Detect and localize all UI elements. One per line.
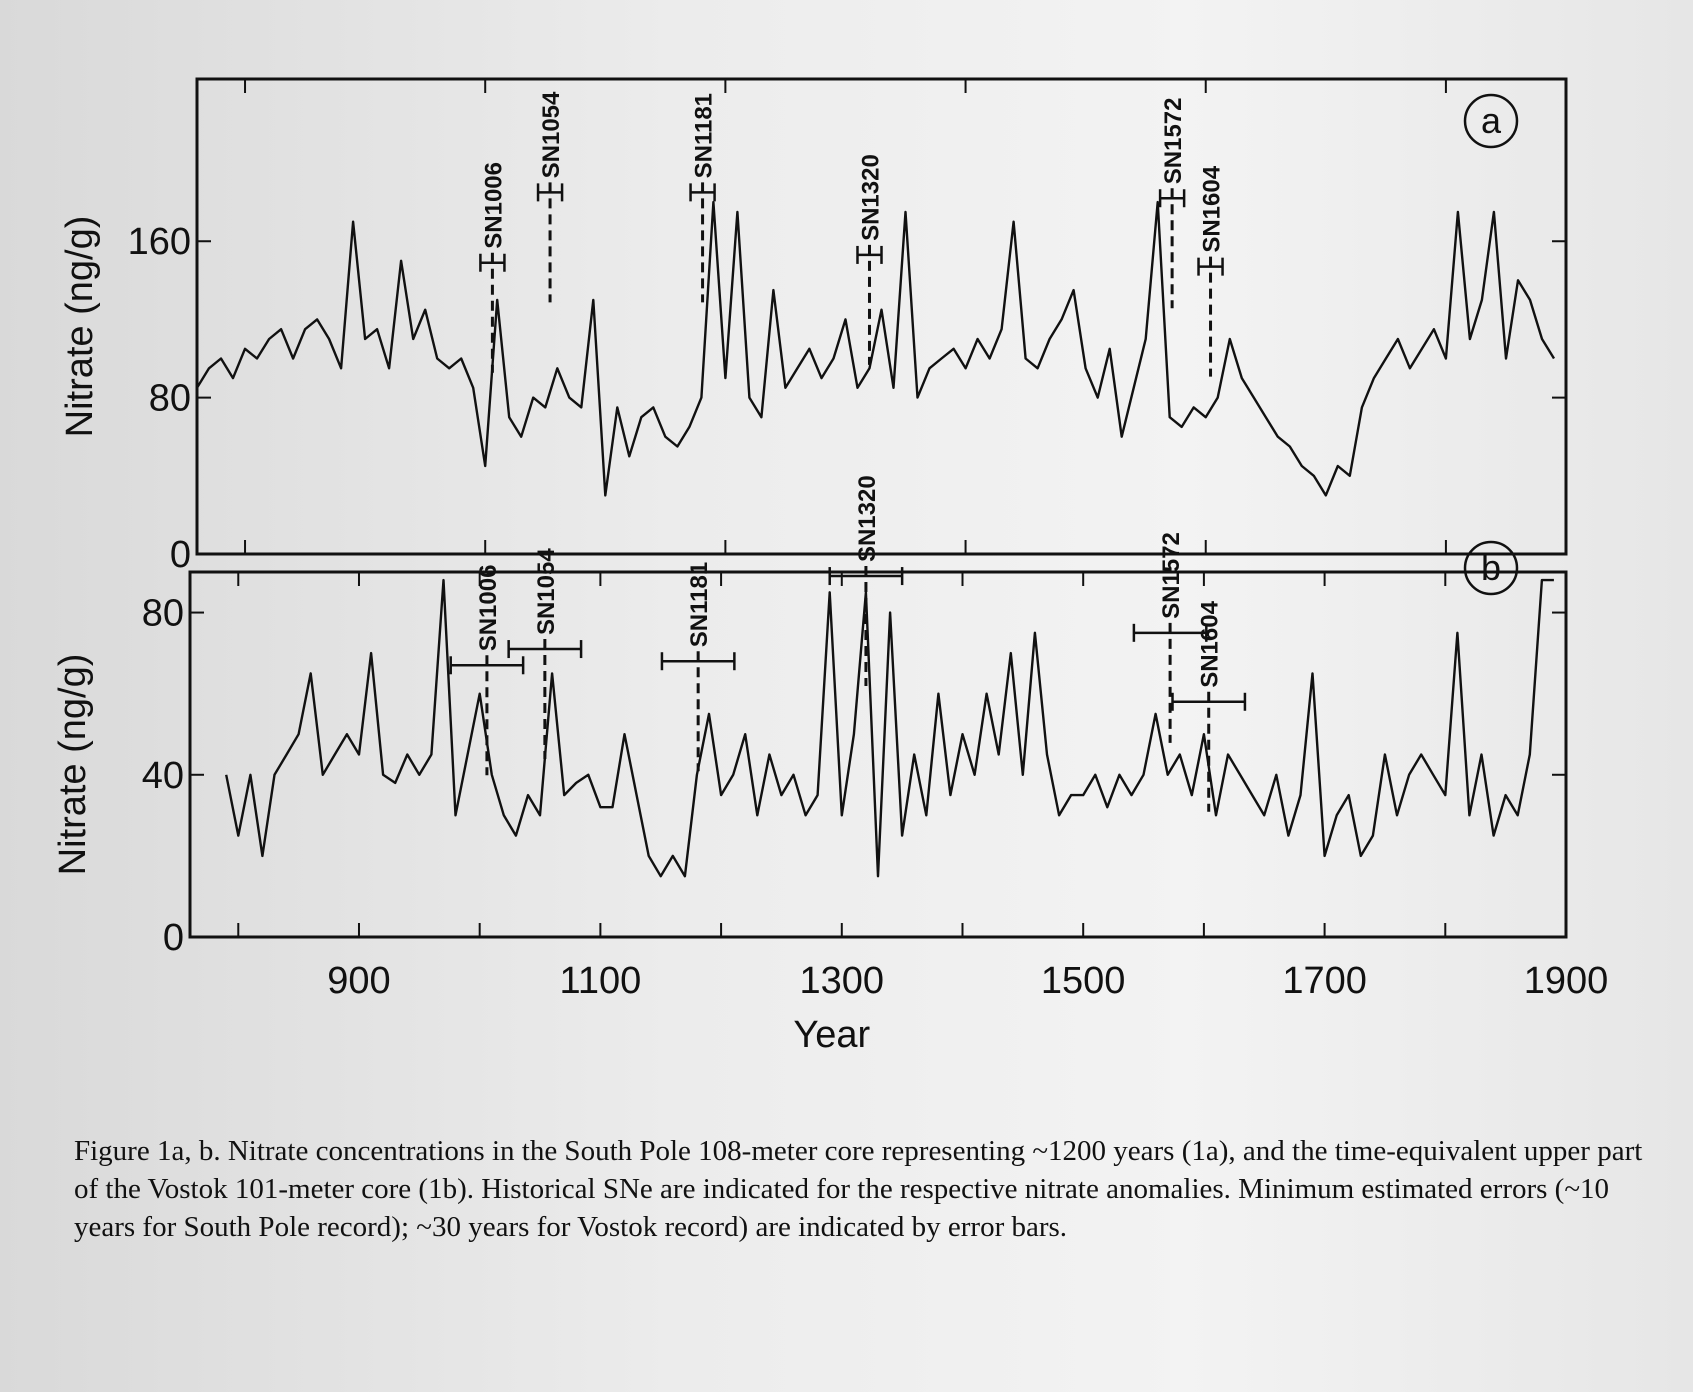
x-tick-label: 1700: [1282, 960, 1367, 1002]
sn-label: SN1181: [686, 562, 713, 647]
sn-marker: SN1181: [689, 93, 718, 303]
sn-marker: SN1006: [479, 162, 507, 373]
caption: Figure 1a, b. Nitrate concentrations in …: [74, 1135, 1643, 1243]
sn-marker: SN1320: [828, 475, 904, 687]
panel-circle: [1463, 93, 1519, 149]
x-axis-title: Year: [793, 1014, 870, 1056]
sn-marker: SN1054: [507, 548, 583, 760]
panel-circle: [1463, 540, 1519, 596]
plot-frame: [195, 77, 1568, 556]
y-tick-label: 0: [170, 534, 191, 576]
figure: 0 80 160 SN1006 SN1054 SN1181 SN1320 SN1572 SN16…: [52, 77, 1609, 1056]
x-tick-label: 1500: [1041, 960, 1126, 1002]
sn-marker: SN1572: [1132, 532, 1208, 743]
sn-marker: SN1054: [536, 91, 565, 303]
data-line: [195, 200, 1556, 497]
sn-label: SN1181: [691, 93, 718, 178]
sn-marker: SN1320: [856, 154, 884, 365]
sn-label: SN1054: [538, 91, 565, 178]
sn-label: SN1572: [1160, 98, 1187, 185]
panel-label: b: [1481, 547, 1501, 588]
sn-label: SN1320: [857, 154, 884, 241]
panel-label: a: [1481, 100, 1502, 141]
sn-label: SN1320: [854, 475, 881, 562]
x-tick-label: 900: [327, 960, 390, 1002]
y-tick-label: 80: [149, 378, 191, 420]
sn-label: SN1006: [480, 162, 507, 249]
y-axis-title: Nitrate (ng/g): [52, 654, 94, 876]
data-line: [225, 578, 1554, 878]
plot-frame: [188, 570, 1568, 939]
y-axis-title: Nitrate (ng/g): [59, 216, 101, 438]
sn-marker: SN1604: [1197, 165, 1226, 377]
y-tick-label: 40: [142, 755, 184, 797]
y-tick-label: 0: [163, 917, 184, 959]
x-tick-label: 1100: [560, 960, 642, 1002]
sn-marker: SN1181: [660, 562, 736, 772]
sn-label: SN1604: [1199, 165, 1226, 252]
sn-label: SN1054: [533, 548, 560, 635]
y-tick-label: 80: [142, 593, 184, 635]
sn-marker: SN1604: [1171, 600, 1247, 812]
x-tick-label: 1900: [1524, 960, 1609, 1002]
sn-label: SN1006: [475, 565, 502, 652]
y-tick-label: 160: [128, 221, 191, 263]
sn-marker: SN1572: [1158, 98, 1187, 309]
sn-label: SN1572: [1158, 532, 1185, 619]
x-tick-label: 1300: [800, 960, 885, 1002]
sn-marker: SN1006: [449, 565, 525, 776]
sn-label: SN1604: [1197, 600, 1224, 687]
